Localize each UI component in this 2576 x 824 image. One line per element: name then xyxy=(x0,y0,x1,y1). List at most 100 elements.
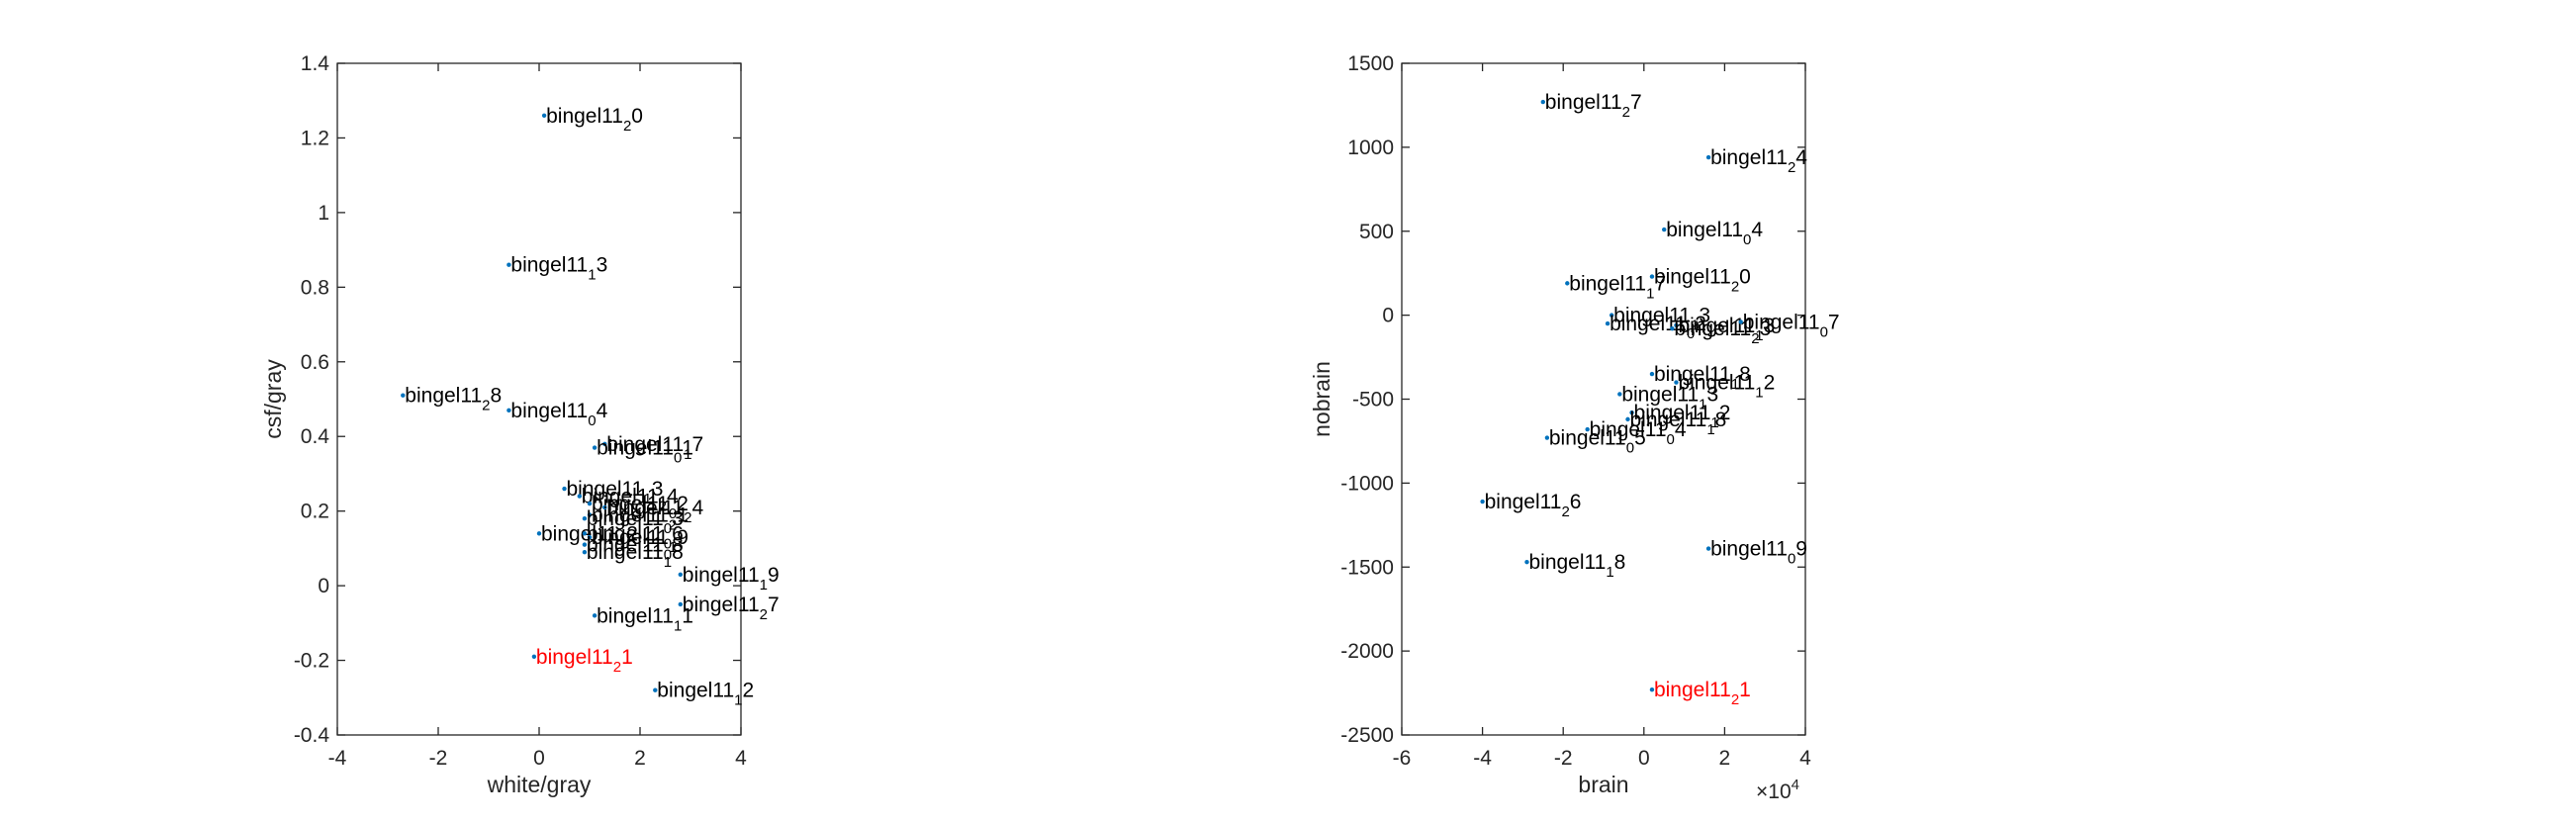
data-point xyxy=(653,687,658,692)
point-label-suffix: 3 xyxy=(1707,383,1719,406)
x-axis-label-left: white/gray xyxy=(487,772,592,797)
data-point xyxy=(678,572,683,577)
point-label-suffix: 2 xyxy=(1764,372,1776,395)
point-label-base: bingel11 xyxy=(510,254,588,277)
point-label: bingel1113 xyxy=(1613,305,1710,334)
y-tick-label: 0 xyxy=(318,575,329,597)
point-label: bingel1127 xyxy=(1545,91,1642,121)
y-tick-label: -0.4 xyxy=(294,724,330,747)
point-label-base: bingel11 xyxy=(1485,491,1562,513)
data-point xyxy=(602,441,607,446)
point-label-base: bingel11 xyxy=(592,493,669,515)
y-tick-label: 1.4 xyxy=(301,52,330,75)
point-label-base: bingel11 xyxy=(1629,409,1706,431)
data-point xyxy=(1738,320,1743,324)
data-point xyxy=(506,262,511,267)
point-label: bingel1107 xyxy=(1743,311,1840,340)
y-tick-label: 500 xyxy=(1359,221,1394,243)
point-label-suffix: 0 xyxy=(631,105,643,128)
data-point xyxy=(1524,559,1529,565)
data-point xyxy=(531,654,537,659)
data-point xyxy=(587,534,593,540)
point-label-subscript: 2 xyxy=(659,499,667,515)
x-ticks-left: -4 -2 0 2 4 xyxy=(328,63,747,770)
point-label-subscript: 1 xyxy=(1710,414,1718,431)
data-point xyxy=(1649,371,1655,377)
point-label-base: bingel11 xyxy=(606,497,684,519)
x-tick-label: -2 xyxy=(429,747,448,770)
data-point xyxy=(582,549,588,555)
point-label-suffix: 6 xyxy=(1570,491,1582,513)
point-label-base: bingel11 xyxy=(1528,551,1606,574)
y-tick-label: 0 xyxy=(1382,305,1394,327)
point-label-base: bingel11 xyxy=(587,534,664,557)
data-point xyxy=(582,531,588,536)
point-label: bingel1128 xyxy=(405,385,502,414)
point-label-base: bingel11 xyxy=(1613,305,1691,327)
point-label-subscript: 1 xyxy=(664,554,672,571)
y-tick-label: -2000 xyxy=(1340,640,1394,663)
point-label-subscript: 1 xyxy=(1755,327,1763,344)
point-label-base: bingel11 xyxy=(1678,315,1755,337)
point-label-subscript: 0 xyxy=(1788,551,1795,568)
data-point xyxy=(587,501,593,506)
point-label-subscript: 0 xyxy=(1687,325,1695,342)
point-label: bingel1113 xyxy=(1621,383,1718,412)
point-label: bingel1120 xyxy=(546,105,643,135)
point-label: bingel1103 xyxy=(587,507,684,537)
point-label-base: bingel11 xyxy=(597,437,674,460)
point-label-suffix: 8 xyxy=(1739,363,1751,386)
x-tick-label: 0 xyxy=(533,747,545,770)
point-label-subscript: 1 xyxy=(669,539,677,556)
point-label-subscript: 1 xyxy=(1731,376,1739,393)
point-label-base: bingel11 xyxy=(1710,538,1788,561)
x-axis-label-right: brain xyxy=(1578,772,1628,797)
point-label-base: bingel11 xyxy=(1621,383,1699,406)
data-point xyxy=(602,504,607,510)
point-label-suffix: 7 xyxy=(1828,311,1840,333)
point-label-base: bingel11 xyxy=(683,564,760,587)
point-label-base: bingel11 xyxy=(1545,91,1622,114)
point-label-suffix: 8 xyxy=(672,534,684,557)
data-point xyxy=(1625,416,1630,422)
point-label-base: bingel11 xyxy=(1654,679,1731,701)
point-label: bingel1121 xyxy=(592,504,689,533)
data-point xyxy=(592,613,598,618)
data-point xyxy=(1617,392,1622,397)
data-point xyxy=(562,486,567,492)
point-label-base: bingel11 xyxy=(1610,313,1687,335)
point-label-subscript: 2 xyxy=(1751,330,1759,347)
point-label-suffix: 8 xyxy=(1614,551,1626,574)
point-label: bingel1101 xyxy=(597,437,693,467)
point-label-base: bingel11 xyxy=(582,486,659,508)
data-point xyxy=(582,516,588,521)
point-label: bingel1118 xyxy=(1629,409,1726,438)
point-label-suffix: 3 xyxy=(597,254,608,277)
point-label-subscript: 0 xyxy=(664,535,672,552)
point-label: bingel1113 xyxy=(510,254,607,284)
y-tick-label: 1 xyxy=(318,202,329,225)
point-label: bingel1113 xyxy=(567,478,664,507)
point-label-subscript: 0 xyxy=(664,520,672,537)
point-label: bingel1113 xyxy=(1678,315,1775,344)
point-label-base: bingel11 xyxy=(1569,272,1646,295)
point-label-suffix: 3 xyxy=(652,478,664,501)
point-label: bingel1112 xyxy=(1634,402,1731,431)
point-label-base: bingel11 xyxy=(597,604,674,627)
point-label-base: bingel11 xyxy=(405,385,482,408)
points-left: bingel1120bingel1113bingel1128bingel1104… xyxy=(401,105,780,709)
point-label-subscript: 1 xyxy=(1755,385,1763,402)
point-label: bingel1119 xyxy=(683,564,780,594)
point-label-subscript: 2 xyxy=(1788,159,1795,176)
point-label-base: bingel11 xyxy=(592,504,669,526)
point-label: bingel1124 xyxy=(582,486,679,515)
point-label-base: bingel11 xyxy=(1590,418,1667,441)
point-label-base: bingel11 xyxy=(536,646,613,669)
point-label-base: bingel11 xyxy=(683,594,760,616)
point-label-subscript: 1 xyxy=(760,577,768,594)
point-label: bingel1104 xyxy=(1590,418,1687,448)
x-exponent-label: ×104 xyxy=(1756,777,1799,803)
point-label-suffix: 1 xyxy=(682,437,693,460)
data-point xyxy=(1662,227,1667,232)
